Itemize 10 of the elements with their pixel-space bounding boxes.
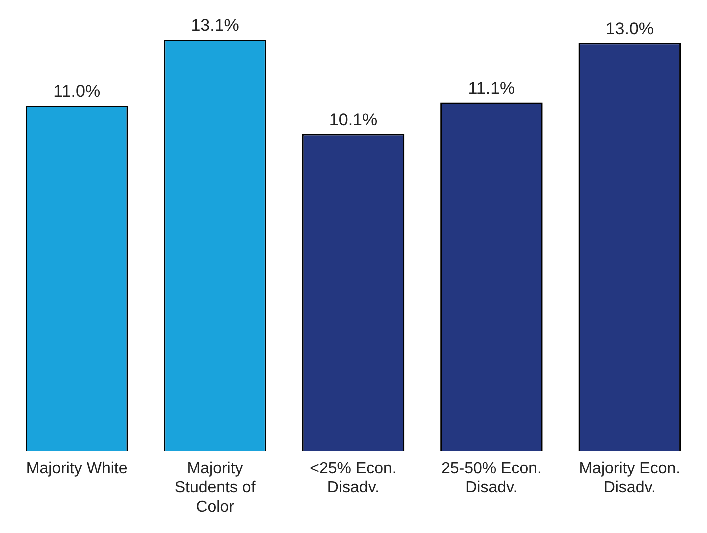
x-tick-label: Majority Students of Color <box>174 460 256 516</box>
data-label: 10.1% <box>329 110 378 130</box>
data-label: 11.0% <box>54 82 101 102</box>
x-tick-label: 25-50% Econ. Disadv. <box>441 460 542 497</box>
data-label: 11.1% <box>468 78 516 98</box>
data-label: 13.1% <box>191 16 240 36</box>
x-tick-label: <25% Econ. Disadv. <box>310 460 397 497</box>
data-label: 13.0% <box>606 19 654 38</box>
x-tick-label: Majority White <box>26 460 128 478</box>
x-tick-label: Majority Econ. Disadv. <box>579 460 681 497</box>
